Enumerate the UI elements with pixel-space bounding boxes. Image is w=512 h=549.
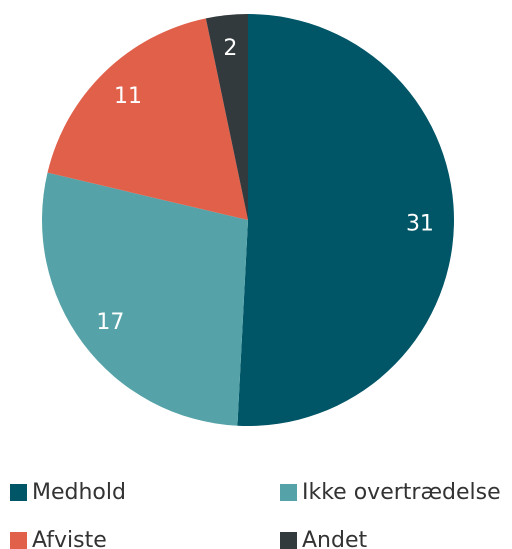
legend-swatch: [280, 532, 297, 549]
legend-label: Ikke overtrædelse: [302, 480, 501, 505]
pie-slice: [41, 172, 248, 426]
pie-slice: [205, 14, 248, 220]
data-label: 31: [406, 211, 434, 236]
legend-swatch: [10, 484, 27, 501]
data-label: 2: [223, 36, 237, 61]
legend-label: Medhold: [32, 480, 126, 505]
data-label: 11: [114, 84, 142, 109]
pie-slice: [237, 14, 454, 426]
legend-swatch: [10, 532, 27, 549]
data-label: 17: [96, 310, 124, 335]
pie-slice: [47, 18, 248, 220]
legend-swatch: [280, 484, 297, 501]
legend-label: Andet: [302, 528, 367, 549]
legend-label: Afviste: [32, 528, 107, 549]
